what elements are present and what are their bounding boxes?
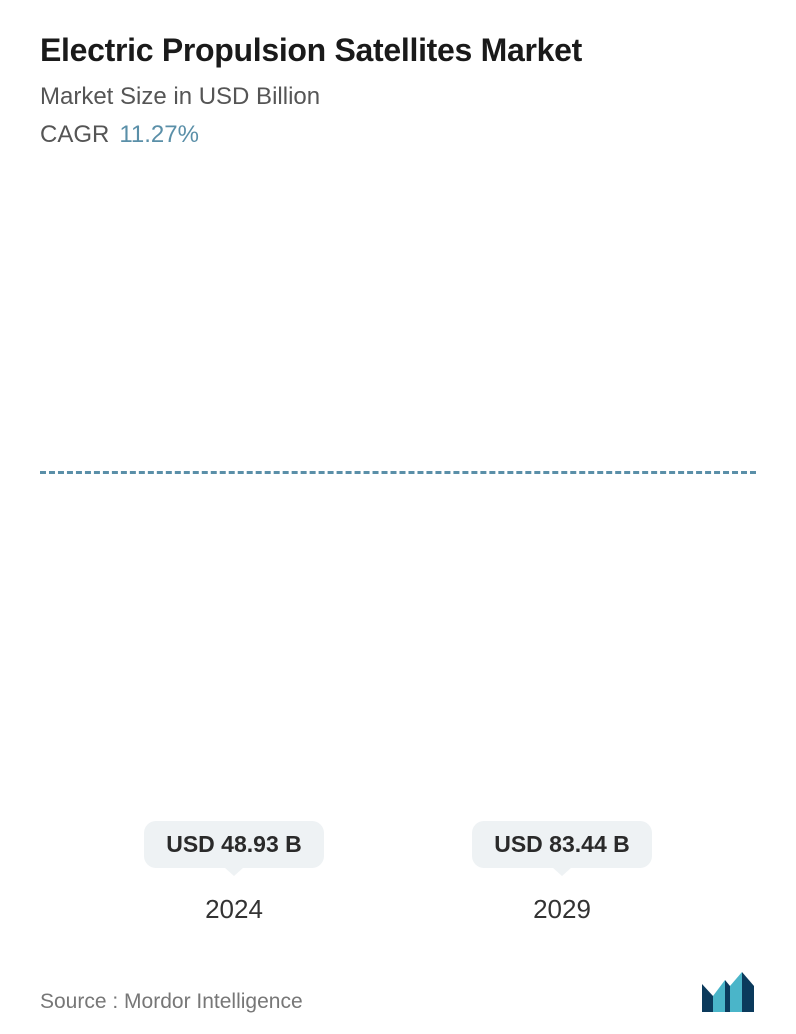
footer: Source : Mordor Intelligence [40, 962, 756, 1014]
source-text: Source : Mordor Intelligence [40, 990, 303, 1014]
cagr-label: CAGR [40, 121, 109, 148]
x-axis-labels: 2024 2029 [40, 882, 756, 942]
bar-group-0: USD 48.93 B [94, 821, 374, 882]
bar-value-label-0: USD 48.93 B [144, 821, 324, 868]
x-label-1: 2029 [422, 894, 702, 925]
chart-subtitle: Market Size in USD Billion [40, 83, 756, 111]
chart-title: Electric Propulsion Satellites Market [40, 32, 756, 69]
chart-area: USD 48.93 B USD 83.44 B 2024 2029 [40, 179, 756, 942]
cagr-row: CAGR 11.27% [40, 121, 756, 149]
x-label-0: 2024 [94, 894, 374, 925]
bar-group-1: USD 83.44 B [422, 821, 702, 882]
chart-inner: USD 48.93 B USD 83.44 B [40, 179, 756, 882]
brand-logo-icon [700, 972, 756, 1014]
reference-line [40, 471, 756, 474]
cagr-value: 11.27% [119, 121, 199, 148]
bars-wrap: USD 48.93 B USD 83.44 B [40, 179, 756, 882]
bar-value-label-1: USD 83.44 B [472, 821, 652, 868]
chart-container: Electric Propulsion Satellites Market Ma… [0, 0, 796, 1034]
